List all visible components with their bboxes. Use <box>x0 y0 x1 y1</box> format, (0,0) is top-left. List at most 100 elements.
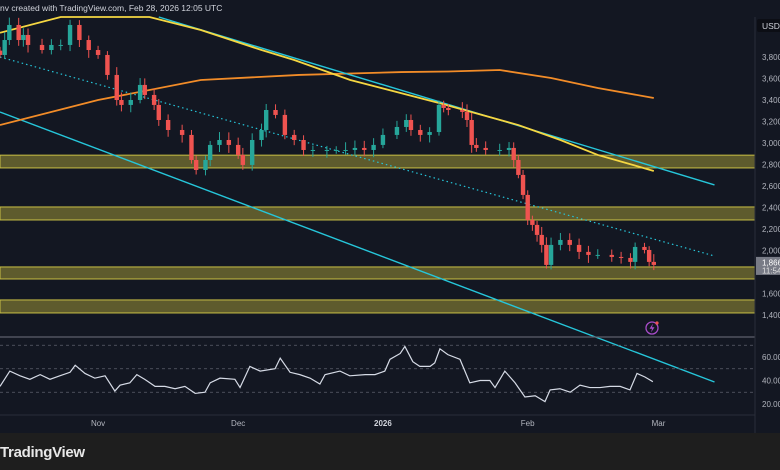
candle <box>142 78 147 100</box>
candle <box>534 220 540 242</box>
candle <box>189 129 194 164</box>
candle <box>520 169 526 200</box>
candle-body <box>273 109 278 115</box>
candle-body <box>516 159 521 175</box>
candle-body <box>544 244 549 265</box>
candle <box>292 129 297 146</box>
rsi-tick-label: 60.00 <box>762 353 780 362</box>
candle-body <box>464 111 470 120</box>
price-tick-label: 2,600 <box>762 182 780 191</box>
candle-body <box>558 239 563 245</box>
candle-body <box>609 254 614 257</box>
candle <box>16 17 21 46</box>
candle <box>128 92 133 113</box>
candle-body <box>165 119 171 130</box>
ma-fast-line[interactable] <box>0 16 655 172</box>
candle <box>441 100 446 113</box>
candle-body <box>207 144 213 160</box>
candle-body <box>259 129 264 140</box>
rsi-tick-label: 40.00 <box>762 377 780 386</box>
price-zone[interactable] <box>0 299 756 314</box>
candles <box>0 17 656 271</box>
candle-body <box>441 104 446 108</box>
attribution-text: nv created with TradingView.com, Feb 28,… <box>0 3 222 13</box>
candle-body <box>506 147 512 150</box>
candle <box>282 109 288 140</box>
candle <box>586 245 591 263</box>
candle <box>632 242 638 270</box>
candle <box>483 141 488 155</box>
candle-body <box>408 119 414 130</box>
rsi-panel <box>0 344 755 403</box>
candle <box>544 237 549 269</box>
candle <box>324 145 330 158</box>
candle <box>105 51 110 80</box>
candle <box>404 114 409 132</box>
candle <box>427 127 432 143</box>
current-price-badge[interactable] <box>756 256 780 275</box>
candle <box>609 249 614 262</box>
candle <box>334 146 339 154</box>
candle-body <box>324 149 330 151</box>
candle-body <box>460 109 465 112</box>
tradingview-logo[interactable]: TradingView <box>0 444 86 461</box>
candle-body <box>632 246 638 262</box>
candle-body <box>119 100 124 105</box>
candle <box>263 103 269 138</box>
price-zone[interactable] <box>0 206 756 221</box>
rsi-tick-label: 20.00 <box>762 400 780 409</box>
candle <box>362 140 367 157</box>
candle <box>240 147 246 170</box>
rsi-line[interactable] <box>0 345 654 403</box>
candle <box>352 140 358 156</box>
time-tick-label: Feb <box>521 419 535 428</box>
currency-badge[interactable] <box>757 19 780 32</box>
candle-body <box>58 44 63 46</box>
price-zone[interactable] <box>0 266 756 280</box>
candle-body <box>586 251 591 255</box>
candle <box>506 142 512 157</box>
candle <box>58 39 63 51</box>
candle <box>525 190 530 226</box>
lightning-icon[interactable] <box>645 321 659 335</box>
candle <box>119 92 124 112</box>
candle-body <box>469 119 474 145</box>
channel-upper-line[interactable] <box>158 16 715 186</box>
price-tick-label: 2,800 <box>762 161 780 170</box>
candle-body <box>301 139 306 150</box>
candle-body <box>334 149 339 151</box>
price-axis[interactable]: 3,800 3,600 3,400 3,200 3,000 2,800 2,600 2,400… <box>756 53 780 409</box>
header-bar <box>0 0 780 17</box>
candle <box>371 138 376 158</box>
candle <box>595 249 600 259</box>
price-tick-label: 2,400 <box>762 204 780 213</box>
candle <box>497 143 502 156</box>
candle <box>0 46 3 59</box>
candle <box>249 133 255 171</box>
candle <box>207 140 213 167</box>
candle <box>642 242 647 254</box>
candle-body <box>21 34 26 41</box>
candle <box>380 128 386 149</box>
price-tick-label: 1,600 <box>762 290 780 299</box>
candle-body <box>67 24 73 45</box>
candle-body <box>446 107 451 110</box>
candle <box>21 28 26 47</box>
candle-body <box>128 100 133 105</box>
ma-slow-line[interactable] <box>0 69 654 126</box>
candle-body <box>497 149 502 151</box>
candle <box>226 132 232 153</box>
candle <box>394 120 400 140</box>
price-tick-label: 1,400 <box>762 311 780 320</box>
time-axis[interactable]: Nov Dec 2026 Feb Mar <box>91 419 666 428</box>
candle-body <box>628 257 633 262</box>
candle-body <box>292 134 297 140</box>
candle-body <box>16 24 21 41</box>
candle-body <box>530 219 535 225</box>
current-price-label: 1,866 <box>762 258 780 267</box>
candle-body <box>0 50 3 55</box>
candle-body <box>380 134 386 145</box>
candle <box>460 102 465 119</box>
